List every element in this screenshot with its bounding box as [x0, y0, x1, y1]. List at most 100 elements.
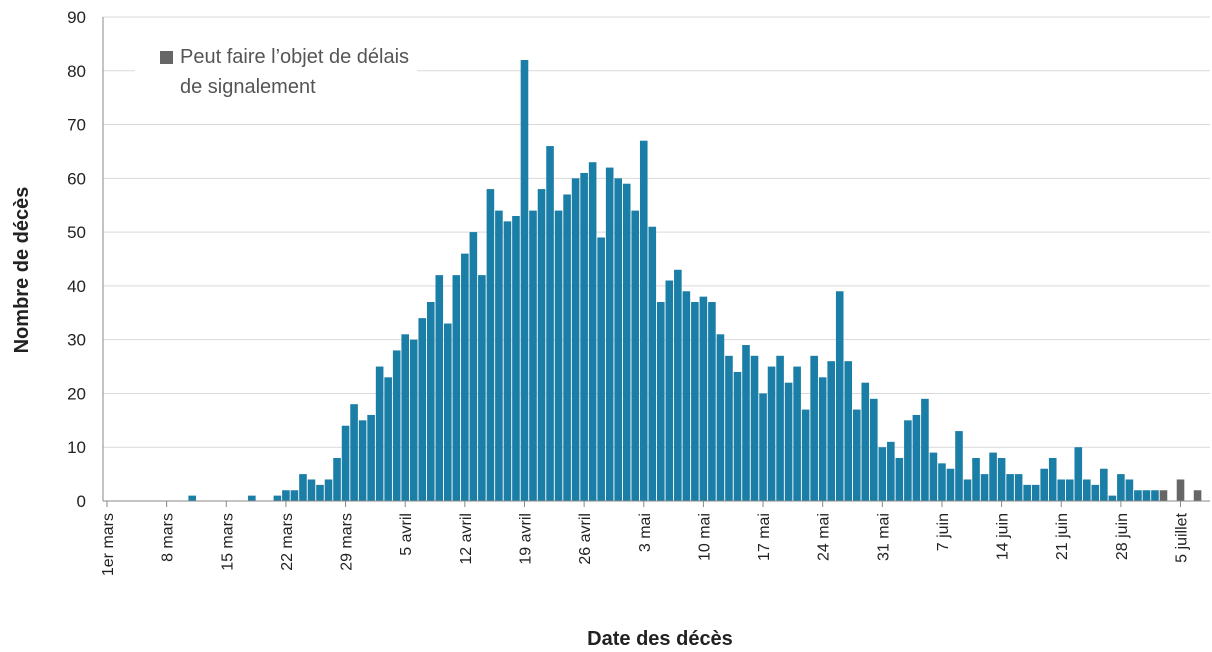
bar [1159, 490, 1168, 501]
bar [997, 457, 1006, 501]
bar [324, 479, 333, 501]
bar [1108, 495, 1117, 501]
x-tick-label: 8 mars [160, 513, 177, 562]
bar [495, 210, 503, 501]
bar [384, 377, 392, 501]
bar [827, 361, 835, 501]
bar [1083, 479, 1091, 501]
bar [1048, 457, 1057, 501]
bar [733, 371, 742, 501]
x-tick-label: 17 mai [756, 513, 773, 561]
bar [282, 490, 290, 501]
bar [529, 210, 537, 501]
bar [1014, 474, 1023, 501]
x-tick-label: 12 avril [458, 513, 475, 565]
bar [759, 393, 767, 501]
bar [963, 479, 972, 501]
legend-label: Peut faire l’objet de délais de signalem… [180, 42, 415, 102]
y-tick-label: 90 [67, 8, 86, 27]
bar [852, 409, 861, 501]
bar [699, 296, 708, 501]
bar [784, 382, 793, 501]
y-tick-label: 70 [67, 116, 86, 135]
bar [1065, 479, 1074, 501]
bar [392, 350, 401, 501]
bar [520, 60, 529, 502]
x-tick-label: 5 juillet [1174, 512, 1191, 562]
bar [1134, 490, 1142, 501]
bar [401, 334, 409, 501]
y-tick-label: 60 [67, 169, 86, 188]
bar [1040, 468, 1048, 501]
bar [622, 183, 631, 501]
bar [657, 302, 665, 501]
bar [1193, 490, 1202, 501]
bar [887, 441, 895, 501]
bar [614, 178, 622, 502]
x-axis-label: Date des décès [587, 628, 733, 650]
x-tick-label: 31 mai [875, 513, 892, 561]
bar [546, 146, 554, 502]
x-tick-label: 22 mars [279, 513, 296, 571]
y-axis-label: Nombre de décès [11, 187, 33, 354]
bar [1074, 447, 1083, 501]
bar [1142, 490, 1151, 501]
bar [708, 302, 716, 501]
bar [563, 194, 571, 501]
bar [1100, 468, 1108, 501]
bar [980, 474, 989, 501]
bar [358, 420, 367, 501]
bar [1176, 479, 1185, 501]
y-tick-label: 40 [67, 277, 86, 296]
bar [989, 452, 997, 501]
x-tick-label: 7 juin [935, 513, 952, 551]
bar [469, 232, 478, 501]
bar [716, 334, 725, 501]
bar [631, 210, 640, 501]
bar [478, 275, 486, 501]
bar [1091, 484, 1100, 501]
bar [307, 479, 316, 501]
x-tick-label: 26 avril [577, 513, 594, 565]
bar [1006, 474, 1014, 501]
bar [682, 291, 691, 501]
bar [435, 275, 444, 501]
bar [367, 414, 375, 501]
bar [912, 414, 921, 501]
bar [870, 398, 878, 501]
bar [972, 457, 980, 501]
bar [444, 323, 452, 501]
x-tick-label: 14 juin [995, 513, 1012, 560]
bar [375, 366, 384, 501]
bar [793, 366, 801, 501]
x-tick-label: 28 juin [1114, 513, 1131, 560]
bar [1125, 479, 1134, 501]
bar [461, 253, 469, 501]
x-tick-label: 10 mai [696, 513, 713, 561]
y-tick-label: 20 [67, 384, 86, 403]
y-tick-label: 0 [77, 492, 86, 511]
x-tick-label: 19 avril [517, 513, 534, 565]
bar [588, 162, 597, 501]
bar [605, 167, 614, 502]
bar [1031, 484, 1040, 501]
x-tick-label: 3 mai [637, 513, 654, 552]
bar [316, 484, 324, 501]
bar [1057, 479, 1066, 501]
bar [1117, 474, 1125, 501]
bar [818, 377, 827, 501]
bar [418, 318, 427, 501]
x-tick-label: 5 avril [398, 513, 415, 556]
bar [725, 355, 733, 501]
bar [1151, 490, 1159, 501]
bar [904, 420, 912, 501]
bar [486, 189, 495, 502]
bar [597, 237, 605, 501]
bar [554, 210, 563, 501]
bar [691, 302, 699, 501]
bar [810, 355, 818, 501]
y-tick-label: 30 [67, 331, 86, 350]
bar [512, 215, 520, 501]
bar [571, 178, 580, 502]
